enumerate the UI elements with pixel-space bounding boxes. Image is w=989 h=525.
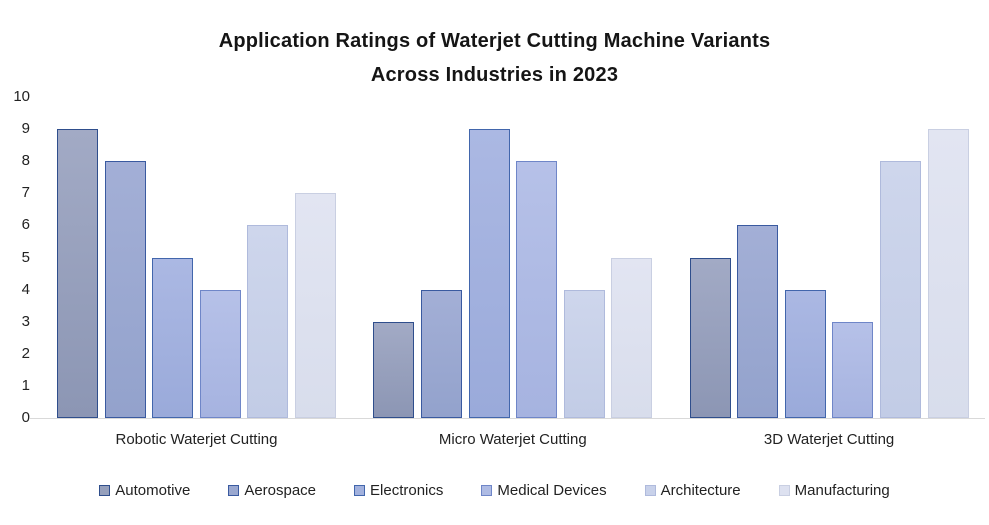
bar-aerospace	[420, 289, 462, 418]
legend-label: Medical Devices	[497, 482, 607, 499]
legend-label: Electronics	[370, 482, 444, 499]
y-tick-label: 2	[21, 344, 30, 362]
y-tick-label: 7	[21, 184, 30, 202]
legend-label: Aerospace	[244, 482, 317, 499]
bar-electronics	[468, 129, 510, 418]
bar-aerospace	[737, 225, 779, 418]
bar-medical-devices	[199, 289, 241, 418]
bar-electronics	[152, 257, 194, 418]
legend-label: Manufacturing	[794, 482, 890, 499]
y-tick-label: 0	[21, 409, 30, 426]
legend-item-automotive: Automotive	[99, 482, 190, 499]
legend-swatch-icon	[778, 485, 790, 496]
category-label: Robotic Waterjet Cutting	[115, 431, 278, 448]
bar-architecture	[247, 225, 289, 418]
bar-electronics	[784, 289, 826, 418]
legend-item-electronics: Electronics	[354, 482, 443, 499]
legend-swatch-icon	[228, 485, 240, 496]
legend-swatch-icon	[99, 485, 111, 496]
legend-label: Architecture	[660, 482, 741, 499]
x-axis-line	[30, 418, 985, 419]
chart-title-line2: Across Industries in 2023	[370, 64, 619, 86]
bar-medical-devices	[516, 161, 558, 418]
legend-item-aerospace: Aerospace	[228, 482, 316, 499]
y-tick-label: 5	[21, 248, 30, 266]
bar-aerospace	[104, 161, 146, 418]
chart-title-line1: Application Ratings of Waterjet Cutting …	[218, 30, 771, 52]
bar-architecture	[563, 289, 605, 418]
legend-item-manufacturing: Manufacturing	[778, 482, 890, 499]
y-tick-label: 1	[21, 376, 30, 394]
legend-item-medical-devices: Medical Devices	[481, 482, 607, 499]
legend-swatch-icon	[354, 485, 366, 496]
bar-automotive	[373, 321, 415, 418]
chart-title: Application Ratings of Waterjet Cutting …	[0, 24, 989, 92]
legend: Automotive Aerospace Electronics Medical De…	[0, 482, 989, 499]
bar-manufacturing	[611, 257, 653, 418]
bar-automotive	[57, 129, 98, 418]
category-label: 3D Waterjet Cutting	[763, 431, 895, 448]
legend-swatch-icon	[644, 485, 656, 496]
y-tick-label: 4	[21, 280, 30, 298]
bar-automotive	[689, 257, 731, 418]
bar-medical-devices	[832, 321, 874, 418]
y-tick-label: 6	[21, 216, 30, 234]
y-tick-label: 10	[13, 88, 30, 105]
legend-item-architecture: Architecture	[644, 482, 741, 499]
bar-architecture	[880, 161, 921, 418]
y-tick-label: 3	[21, 312, 30, 330]
legend-swatch-icon	[481, 485, 493, 496]
legend-label: Automotive	[115, 482, 191, 499]
y-tick-label: 9	[21, 120, 30, 138]
category-label: Micro Waterjet Cutting	[438, 431, 587, 448]
y-tick-label: 8	[21, 152, 30, 170]
bar-manufacturing	[295, 193, 336, 418]
bar-manufacturing	[927, 129, 969, 418]
